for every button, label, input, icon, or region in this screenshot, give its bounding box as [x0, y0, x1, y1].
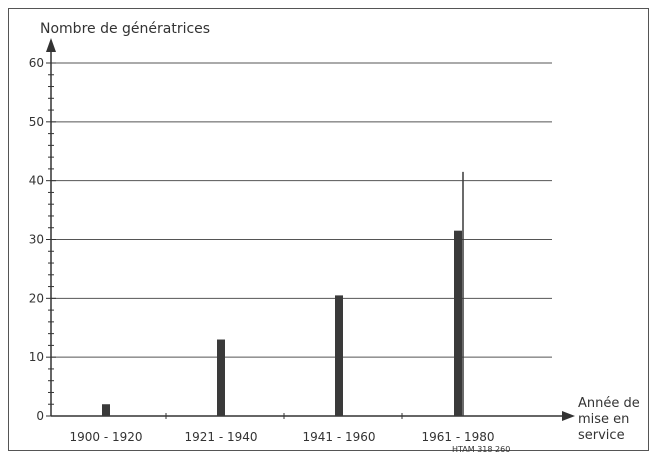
- grid-lines: [51, 62, 552, 358]
- y-tick-label: 40: [29, 174, 44, 188]
- y-tick-label: 30: [29, 233, 44, 247]
- y-tick-label: 50: [29, 115, 44, 129]
- y-tick-label: 10: [29, 350, 44, 364]
- bar: [217, 339, 225, 416]
- x-tick-label: 1941 - 1960: [302, 430, 375, 444]
- x-tick-label: 1921 - 1940: [184, 430, 257, 444]
- bar: [102, 404, 110, 416]
- axes: [46, 38, 575, 421]
- x-axis-arrow: [562, 411, 575, 421]
- y-tick-label: 20: [29, 291, 44, 305]
- y-tick-label: 0: [36, 409, 44, 423]
- y-tick-label: 60: [29, 56, 44, 70]
- x-tick-label: 1961 - 1980: [421, 430, 494, 444]
- x-axis-label-line-3: service: [578, 428, 625, 443]
- x-tick-label: 1900 - 1920: [69, 430, 142, 444]
- y-axis-arrow: [46, 38, 56, 52]
- bar: [335, 295, 343, 416]
- y-axis-label: Nombre de génératrices: [40, 21, 210, 37]
- bar: [454, 230, 462, 416]
- x-tick-labels: 1900 - 1920 1921 - 1940 1941 - 1960 1961 - …: [69, 430, 494, 444]
- chart-frame: [8, 8, 649, 451]
- y-tick-labels: 0 10 20 30 40 50 60: [29, 56, 44, 423]
- x-axis-label-line-1: Année de: [578, 396, 640, 411]
- reference-code: HTAM 318 260: [452, 445, 510, 454]
- x-axis-label-line-2: mise en: [578, 412, 629, 427]
- bars: [102, 171, 464, 416]
